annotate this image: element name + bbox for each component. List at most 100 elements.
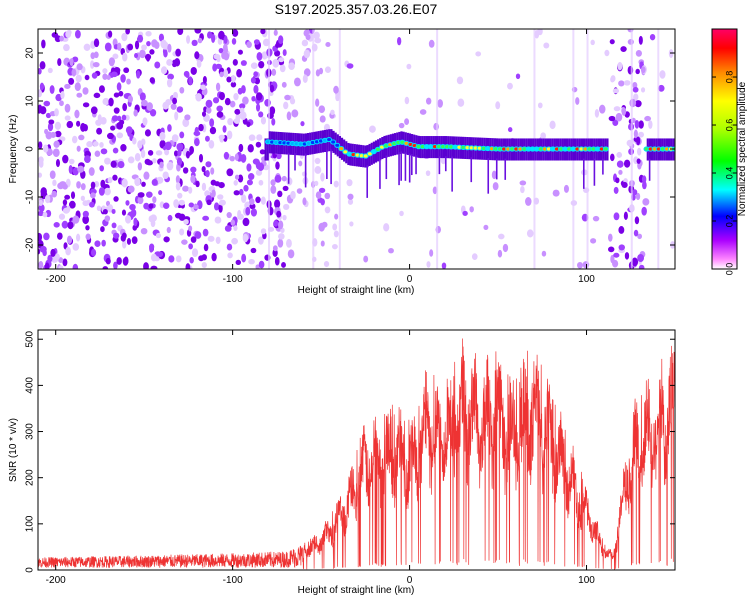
spectrogram-noise-mark [82,102,90,108]
spectrogram-noise-mark [274,199,281,209]
spectrogram-noise-mark [201,261,207,269]
spectrogram-noise-mark [182,118,190,128]
spectrogram-noise-mark [116,121,124,130]
spectrogram-noise-mark [240,60,247,66]
spectrogram-noise-mark [640,66,646,74]
spectrogram-noise-mark [43,100,51,107]
spectrogram-noise-mark [237,174,244,183]
spectrogram-noise-mark [231,75,236,83]
spectrogram-noise-mark [51,190,58,198]
spectrogram-noise-mark [112,147,119,154]
spectrogram-noise-mark [166,226,171,234]
spectrogram-noise-mark [321,221,328,228]
spectrogram-ridge-streak [451,156,453,192]
spectrogram-noise-mark [259,149,266,155]
spectrogram-noise-mark [502,243,509,253]
spectrogram-noise-mark [94,150,101,157]
spectrogram-noise-mark [324,192,331,200]
spectrogram-noise-mark [54,130,62,138]
spectrogram-noise-mark [102,68,108,74]
spectrogram-ridge-streak [582,158,585,189]
spectrogram-noise-mark [177,29,184,35]
spectrogram-noise-mark [166,161,174,171]
spectrogram-noise-mark [155,232,162,239]
spectrogram-noise-mark [318,187,326,193]
spectrogram-noise-mark [255,103,261,112]
spectrogram-noise-mark [233,225,238,232]
spectrogram-noise-mark [346,63,354,69]
spectrogram-noise-mark [140,99,148,107]
spectrogram-noise-mark [90,60,95,69]
spectrogram-noise-mark [126,238,132,245]
spectrogram-noise-mark [218,181,225,189]
spectrogram-ridge-core [559,147,564,151]
spectrogram-noise-mark [247,173,255,181]
spectrogram-ridge-core [648,147,653,151]
spectrogram-noise-mark [120,74,126,83]
spectrogram-noise-mark [68,77,75,85]
spectrogram-noise-mark [125,215,132,224]
spectrogram-noise-mark [325,42,331,48]
spectrogram-noise-mark [122,240,127,249]
spectrogram-noise-mark [229,100,236,108]
spectrogram-noise-mark [133,109,138,117]
spectrogram-noise-mark [39,106,47,115]
spectrogram-noise-mark [222,125,227,133]
spectrogram-noise-mark [84,155,91,164]
spectrogram-noise-mark [159,131,166,141]
spectrogram-noise-mark [149,109,157,117]
spectrogram-noise-mark [239,111,247,121]
spectrogram-noise-mark [419,109,427,115]
spectrogram-noise-mark [155,150,163,156]
spectrogram-noise-mark [188,186,193,194]
spectrogram-noise-mark [244,201,252,210]
spectrogram-noise-mark [144,129,151,137]
spectrogram-noise-mark [141,181,146,187]
spectrogram-x-tick-label: 0 [407,274,413,285]
spectrogram-noise-mark [127,185,135,193]
spectrogram-noise-mark [608,246,615,253]
spectrogram-noise-mark [248,258,255,265]
spectrogram-ridge-core [579,147,584,151]
spectrogram-noise-mark [218,30,225,40]
spectrogram-noise-mark [113,196,119,202]
spectrogram-noise-mark [335,93,340,102]
spectrogram-noise-mark [62,154,69,164]
spectrogram-noise-mark [125,200,130,206]
spectrogram-noise-mark [298,160,303,167]
spectrogram-noise-mark [641,175,647,184]
spectrogram-noise-mark [634,119,640,129]
spectrogram-noise-mark [260,116,267,125]
spectrogram-ridge-streak [415,155,417,175]
spectrogram-ridge-core [416,145,421,149]
spectrogram-noise-mark [623,80,631,86]
spectrogram-noise-mark [239,103,246,109]
spectrogram-ridge-core [481,146,486,150]
spectrogram-noise-mark [507,127,513,133]
spectrogram-noise-mark [282,185,289,191]
spectrogram-noise-mark [100,117,107,125]
spectrogram-noise-mark [182,185,189,192]
spectrogram-ridge-core [384,144,389,148]
spectrogram-noise-mark [495,101,501,110]
spectrogram-noise-mark [52,148,60,157]
spectrogram-noise-mark [158,33,165,42]
spectrogram-noise-mark [39,61,46,70]
spectrogram-ridge-core [294,142,299,146]
spectrogram-noise-mark [271,68,277,76]
spectrogram-noise-mark [162,101,169,110]
spectrogram-noise-mark [613,252,620,258]
spectrogram-noise-mark [223,69,229,78]
spectrogram-ridge-core [359,154,364,158]
colorbar: 0.00.20.40.60.8 Normalized spectral ampl… [711,28,748,275]
spectrogram-noise-mark [188,202,195,208]
figure-title: S197.2025.357.03.26.E07 [275,1,438,17]
spectrogram-noise-mark [75,233,81,242]
spectrogram-noise-mark [143,262,149,269]
spectrogram-ridge-core [327,137,332,142]
spectrogram-noise-mark [117,115,122,122]
spectrogram-ridge-core [286,141,291,145]
spectrogram-noise-mark [191,39,198,47]
spectrogram-noise-mark [172,97,178,105]
